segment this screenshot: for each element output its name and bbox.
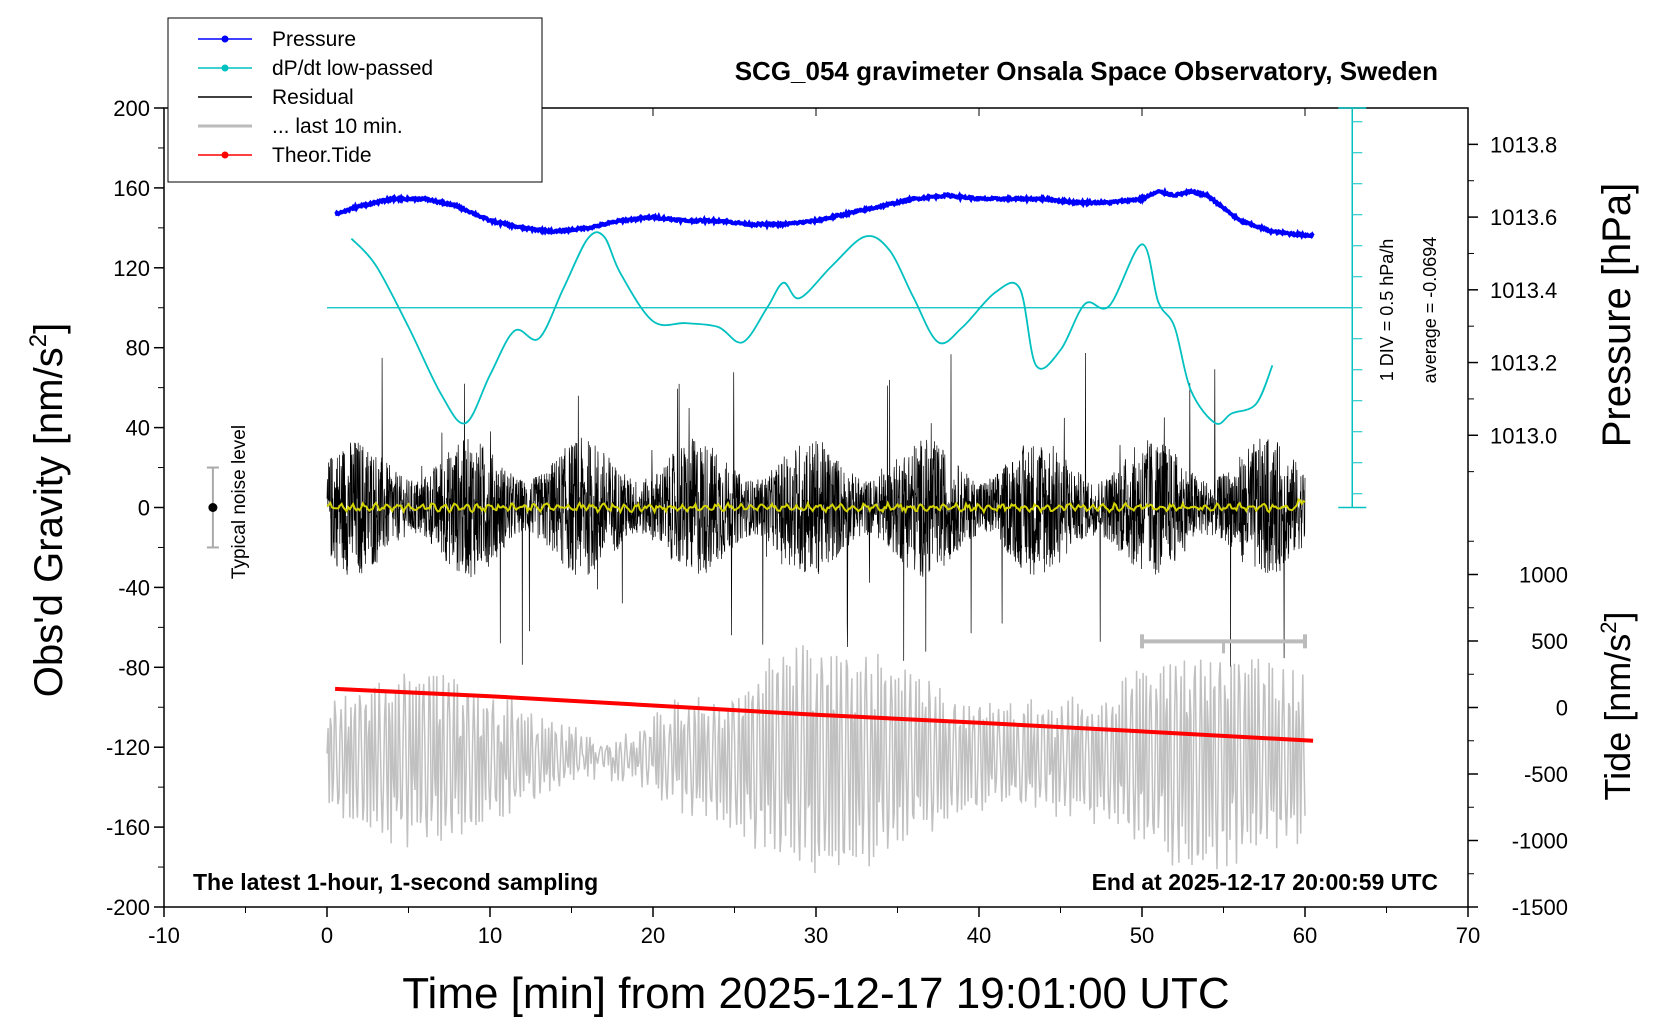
legend-entry: Residual (198, 86, 354, 109)
legend-marker (221, 64, 229, 72)
dpdt-average-label: average = -0.0694 (1420, 237, 1440, 384)
pressure-line (334, 186, 1315, 240)
pressure-axis-title: Pressure [hPa] (1595, 183, 1639, 448)
theoretical-tide-series (335, 686, 1314, 743)
legend-label: ... last 10 min. (272, 115, 403, 138)
tide-tick-label: 1000 (1519, 563, 1568, 588)
tide-axis-title-close: ] (1597, 612, 1638, 622)
axes: -10 0 10 20 30 40 50 60 70 200 160 120 80 40 0 -40 -80 -1… (106, 96, 1568, 948)
dpdt-line (350, 231, 1274, 425)
x-tick-label: 50 (1130, 923, 1154, 948)
last-10-min-series (326, 645, 1306, 874)
last10-line (326, 645, 1306, 874)
chart-title: SCG_054 gravimeter Onsala Space Observat… (735, 56, 1438, 86)
caption-left: The latest 1-hour, 1-second sampling (193, 869, 598, 895)
tide-axis-title: Tide [nm/s2] (1596, 612, 1638, 801)
pressure-tick-label: 1013.2 (1490, 351, 1557, 376)
residual-series (326, 352, 1306, 667)
legend-entry: dP/dt low-passed (198, 57, 433, 80)
residual-line (326, 352, 1306, 667)
residual-lowpass-line (326, 498, 1306, 515)
svg-text:Obs'd Gravity [nm/s2]: Obs'd Gravity [nm/s2] (25, 323, 71, 697)
y-tick-label: -160 (106, 815, 150, 840)
legend: Pressure dP/dt low-passed Residual ... last… (167, 17, 543, 183)
x-tick-label: 0 (321, 923, 333, 948)
pressure-tick-label: 1013.6 (1490, 205, 1557, 230)
pressure-series (334, 186, 1315, 240)
x-tick-label: 10 (478, 923, 502, 948)
legend-entry: Pressure (198, 28, 356, 51)
pressure-tick-label: 1013.8 (1490, 132, 1557, 157)
dpdt-series (350, 231, 1274, 425)
y-tick-label: 160 (113, 176, 150, 201)
legend-box (167, 17, 543, 183)
y-tick-label: 40 (126, 416, 150, 441)
legend-marker (221, 151, 229, 159)
y-axis-title-close: ] (27, 323, 71, 334)
x-tick-label: 70 (1456, 923, 1480, 948)
legend-entry: Theor.Tide (198, 144, 372, 167)
y-tick-label: 200 (113, 96, 150, 121)
tide-tick-label: 0 (1556, 696, 1568, 721)
x-tick-label: 60 (1293, 923, 1317, 948)
noise-level-label: Typical noise level (229, 425, 250, 579)
caption-right: End at 2025-12-17 20:00:59 UTC (1092, 869, 1438, 895)
tide-tick-label: -1000 (1512, 829, 1568, 854)
chart-annotations (206, 107, 1367, 654)
svg-text:Tide [nm/s2]: Tide [nm/s2] (1596, 612, 1638, 801)
tide-axis-title-main: Tide [nm/s (1597, 634, 1638, 801)
legend-label: Theor.Tide (272, 144, 372, 167)
x-tick-label: 20 (641, 923, 665, 948)
y-tick-label: -40 (118, 575, 150, 600)
x-tick-label: 40 (967, 923, 991, 948)
legend-entry: ... last 10 min. (198, 115, 403, 138)
y-axis-title-main: Obs'd Gravity [nm/s (27, 347, 71, 697)
y-tick-label: -80 (118, 655, 150, 680)
y-axis-title-sup: 2 (25, 334, 52, 347)
tide-tick-label: -1500 (1512, 895, 1568, 920)
x-axis-title: Time [min] from 2025-12-17 19:01:00 UTC (402, 969, 1229, 1018)
noise-level-dot (208, 503, 218, 512)
y-tick-label: 120 (113, 256, 150, 281)
pressure-tick-label: 1013.4 (1490, 278, 1557, 303)
legend-label: dP/dt low-passed (272, 57, 433, 80)
y-tick-label: -120 (106, 735, 150, 760)
tide-axis-title-sup: 2 (1596, 622, 1621, 634)
legend-marker (221, 35, 229, 43)
legend-label: Residual (272, 86, 354, 109)
residual-lowpass-series (326, 498, 1306, 515)
y-tick-label: 0 (138, 496, 150, 521)
x-tick-label: 30 (804, 923, 828, 948)
y-tick-label: 80 (126, 336, 150, 361)
legend-label: Pressure (272, 28, 356, 51)
tide-tick-label: 500 (1531, 629, 1568, 654)
tide-tick-label: -500 (1524, 762, 1568, 787)
tide-line (335, 686, 1314, 743)
dpdt-scale-label: 1 DIV = 0.5 hPa/h (1377, 239, 1397, 382)
pressure-axis-title-text: Pressure [hPa] (1595, 183, 1639, 448)
pressure-tick-label: 1013.0 (1490, 423, 1557, 448)
y-axis-title: Obs'd Gravity [nm/s2] (25, 323, 71, 697)
x-tick-label: -10 (148, 923, 180, 948)
y-tick-label: -200 (106, 895, 150, 920)
